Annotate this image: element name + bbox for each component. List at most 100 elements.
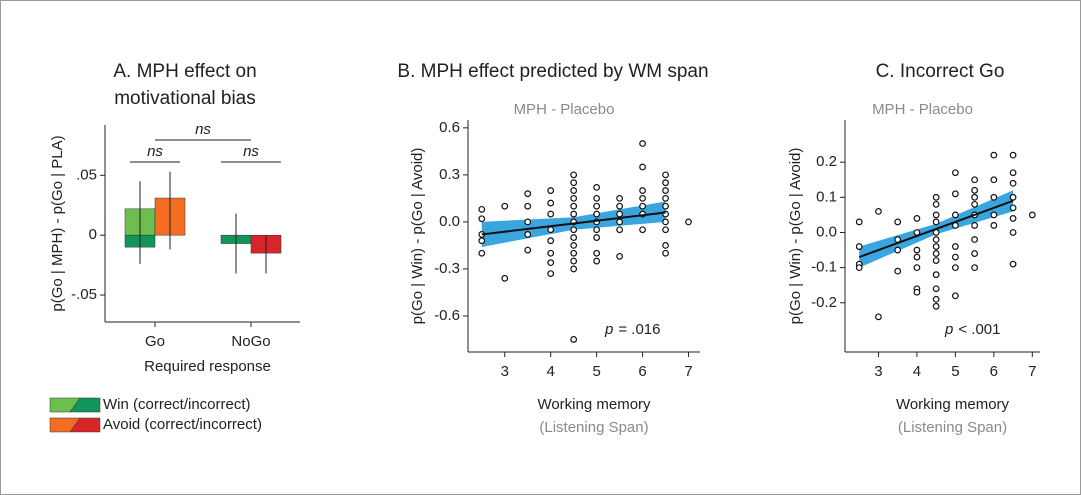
data-point bbox=[932, 285, 940, 293]
data-point bbox=[593, 226, 601, 234]
data-point bbox=[662, 179, 669, 187]
data-point bbox=[570, 226, 578, 234]
data-point bbox=[593, 257, 601, 265]
data-point bbox=[990, 151, 998, 159]
data-point bbox=[570, 179, 578, 187]
data-point bbox=[971, 264, 979, 272]
data-point bbox=[570, 249, 578, 257]
data-point bbox=[524, 246, 532, 254]
y-tick-label: 0.2 bbox=[816, 153, 837, 170]
data-point bbox=[547, 270, 555, 278]
x-tick-label: 5 bbox=[592, 363, 600, 380]
data-point bbox=[593, 202, 601, 210]
stat-value: = .016 bbox=[618, 321, 660, 338]
data-point bbox=[616, 210, 624, 218]
data-point bbox=[524, 202, 532, 210]
data-point bbox=[639, 163, 646, 171]
data-point bbox=[951, 169, 959, 177]
data-point bbox=[932, 243, 940, 250]
data-point bbox=[971, 222, 979, 229]
data-point bbox=[547, 226, 555, 234]
stat-value: < .001 bbox=[958, 321, 1000, 338]
y-tick-label: 0 bbox=[89, 226, 97, 243]
data-point bbox=[547, 259, 555, 267]
stat-label: p = .016 bbox=[604, 321, 660, 338]
data-point bbox=[570, 194, 578, 202]
data-point bbox=[570, 242, 578, 249]
data-point bbox=[951, 190, 959, 198]
significance-label: ns bbox=[195, 121, 211, 138]
data-point bbox=[639, 187, 646, 194]
data-point bbox=[639, 140, 646, 147]
data-point bbox=[478, 215, 486, 223]
data-point bbox=[894, 246, 902, 254]
data-point bbox=[685, 218, 692, 226]
data-point bbox=[855, 218, 863, 226]
x-tick-label: 5 bbox=[951, 363, 959, 380]
data-point bbox=[951, 292, 959, 300]
data-point bbox=[501, 274, 509, 282]
y-axis-label: p(Go | MPH) - p(Go | PLA) bbox=[49, 135, 66, 311]
regression-line bbox=[858, 199, 1014, 259]
x-tick-label: 7 bbox=[1028, 363, 1036, 380]
y-tick-label: .05 bbox=[76, 166, 97, 183]
legend-label: Avoid (correct/incorrect) bbox=[103, 416, 262, 433]
data-point bbox=[932, 295, 940, 303]
data-point bbox=[951, 264, 959, 272]
x-tick-label: 6 bbox=[990, 363, 998, 380]
data-point bbox=[913, 246, 921, 254]
data-point bbox=[639, 226, 646, 234]
data-point bbox=[951, 211, 959, 219]
data-point bbox=[478, 237, 486, 245]
data-point bbox=[570, 171, 578, 179]
data-point bbox=[913, 215, 921, 222]
data-point bbox=[951, 253, 959, 261]
chart-subtitle: MPH - Placebo bbox=[514, 101, 615, 118]
significance-label: ns bbox=[243, 143, 259, 160]
data-point bbox=[570, 187, 578, 194]
data-point bbox=[593, 249, 601, 257]
data-point bbox=[616, 226, 624, 234]
data-point bbox=[616, 202, 624, 210]
x-tick-label: NoGo bbox=[231, 333, 270, 350]
data-point bbox=[990, 222, 998, 229]
y-tick-label: 0.0 bbox=[439, 213, 460, 230]
data-point bbox=[932, 218, 940, 226]
legend-label: Win (correct/incorrect) bbox=[103, 396, 251, 413]
data-point bbox=[524, 218, 532, 226]
data-point bbox=[547, 237, 555, 245]
data-point bbox=[932, 193, 940, 201]
data-point bbox=[570, 202, 578, 210]
stat-symbol: p bbox=[604, 321, 613, 338]
regression-line bbox=[481, 211, 666, 236]
data-point bbox=[1028, 211, 1036, 219]
data-point bbox=[547, 210, 555, 218]
data-point bbox=[913, 288, 921, 296]
data-point bbox=[932, 250, 940, 257]
data-point bbox=[894, 218, 902, 226]
x-axis-sublabel: (Listening Span) bbox=[898, 419, 1007, 436]
y-tick-label: 0.0 bbox=[816, 223, 837, 240]
y-tick-label: -0.2 bbox=[811, 294, 837, 311]
y-tick-label: -0.1 bbox=[811, 259, 837, 276]
data-point bbox=[524, 231, 532, 238]
chart-title: A. MPH effect on bbox=[113, 61, 256, 82]
data-point bbox=[1009, 215, 1017, 222]
data-point bbox=[570, 336, 578, 343]
data-point bbox=[971, 193, 979, 201]
data-point bbox=[570, 210, 578, 218]
x-axis-label: Working memory bbox=[537, 396, 651, 413]
data-point bbox=[570, 257, 578, 265]
data-point bbox=[639, 194, 646, 202]
data-point bbox=[616, 218, 624, 226]
data-point bbox=[913, 264, 921, 272]
data-point bbox=[593, 194, 601, 202]
data-point bbox=[662, 226, 669, 234]
data-point bbox=[570, 265, 578, 273]
data-point bbox=[1009, 204, 1017, 212]
y-tick-label: -0.6 bbox=[434, 307, 460, 324]
data-point bbox=[662, 249, 669, 257]
data-point bbox=[478, 249, 486, 257]
x-tick-label: 6 bbox=[638, 363, 646, 380]
